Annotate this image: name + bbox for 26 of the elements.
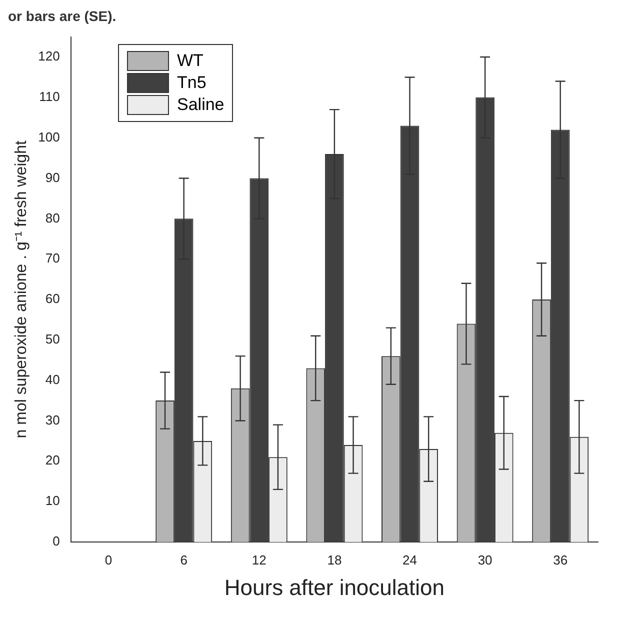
y-axis-title: n mol superoxide anione . g⁻¹ fresh weight xyxy=(13,140,30,438)
legend-label: WT xyxy=(177,51,204,71)
y-tick-label: 100 xyxy=(38,129,60,144)
x-tick-label: 18 xyxy=(327,552,342,568)
y-tick-label: 70 xyxy=(45,250,60,266)
y-tick-label: 20 xyxy=(45,452,60,468)
y-tick-label: 50 xyxy=(45,332,60,346)
x-tick-label: 36 xyxy=(553,552,568,568)
x-tick-label: 6 xyxy=(180,552,188,568)
x-axis-title: Hours after inoculation xyxy=(224,574,445,600)
y-tick-label: 120 xyxy=(38,48,60,64)
y-tick-label: 30 xyxy=(45,412,60,428)
text: or bars are (SE). xyxy=(8,8,118,26)
y-tick-label: 40 xyxy=(45,372,60,387)
y-tick-label: 90 xyxy=(45,170,60,185)
y-tick-label: 10 xyxy=(45,493,60,508)
x-tick-label: 30 xyxy=(478,552,492,568)
y-tick-label: 110 xyxy=(39,89,60,104)
x-tick-label: 24 xyxy=(402,552,417,568)
y-tick-label: 80 xyxy=(45,210,60,226)
y-tick-label: 0 xyxy=(52,534,60,549)
x-tick-label: 0 xyxy=(104,552,112,568)
x-tick-label: 12 xyxy=(252,552,266,568)
legend-label: Saline xyxy=(177,95,224,115)
y-tick-label: 60 xyxy=(45,291,60,306)
legend-label: Tn5 xyxy=(177,73,206,93)
